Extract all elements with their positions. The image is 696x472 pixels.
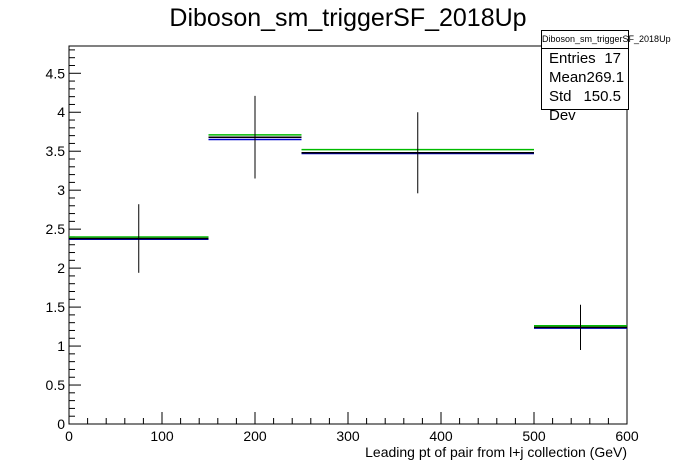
chart-title: Diboson_sm_triggerSF_2018Up xyxy=(169,4,527,32)
stats-box: Diboson_sm_triggerSF_2018Up Entries 17 M… xyxy=(541,30,671,124)
y-tick-label: 4 xyxy=(57,104,65,120)
stats-entries-label: Entries xyxy=(549,50,596,67)
y-tick-label: 2.5 xyxy=(46,221,66,237)
x-tick-label: 500 xyxy=(522,428,546,444)
stats-box-title: Diboson_sm_triggerSF_2018Up xyxy=(542,31,671,49)
y-tick-label: 2 xyxy=(57,260,65,276)
stats-row-stddev: Std Dev 150.5 xyxy=(542,87,628,124)
y-tick-label: 0.5 xyxy=(46,377,66,393)
x-tick-label: 100 xyxy=(150,428,174,444)
x-tick-label: 400 xyxy=(429,428,453,444)
stats-mean-value: 269.1 xyxy=(586,69,625,86)
x-tick-label: 200 xyxy=(243,428,267,444)
y-tick-label: 3.5 xyxy=(46,143,66,159)
y-tick-label: 1.5 xyxy=(46,299,66,315)
x-tick-label: 300 xyxy=(336,428,360,444)
stats-row-entries: Entries 17 xyxy=(542,49,628,68)
x-tick-label: 0 xyxy=(65,428,73,444)
x-tick-label: 600 xyxy=(615,428,639,444)
y-tick-label: 0 xyxy=(57,416,65,432)
stats-stddev-label: Std Dev xyxy=(549,88,576,124)
stats-entries-value: 17 xyxy=(604,50,621,67)
stats-row-mean: Mean 269.1 xyxy=(542,68,628,87)
y-tick-label: 3 xyxy=(57,182,65,198)
x-axis-label: Leading pt of pair from l+j collection (… xyxy=(365,444,627,460)
stats-mean-label: Mean xyxy=(549,69,587,86)
y-tick-label: 1 xyxy=(57,338,65,354)
stats-stddev-value: 150.5 xyxy=(583,88,621,105)
y-tick-label: 4.5 xyxy=(46,65,66,81)
